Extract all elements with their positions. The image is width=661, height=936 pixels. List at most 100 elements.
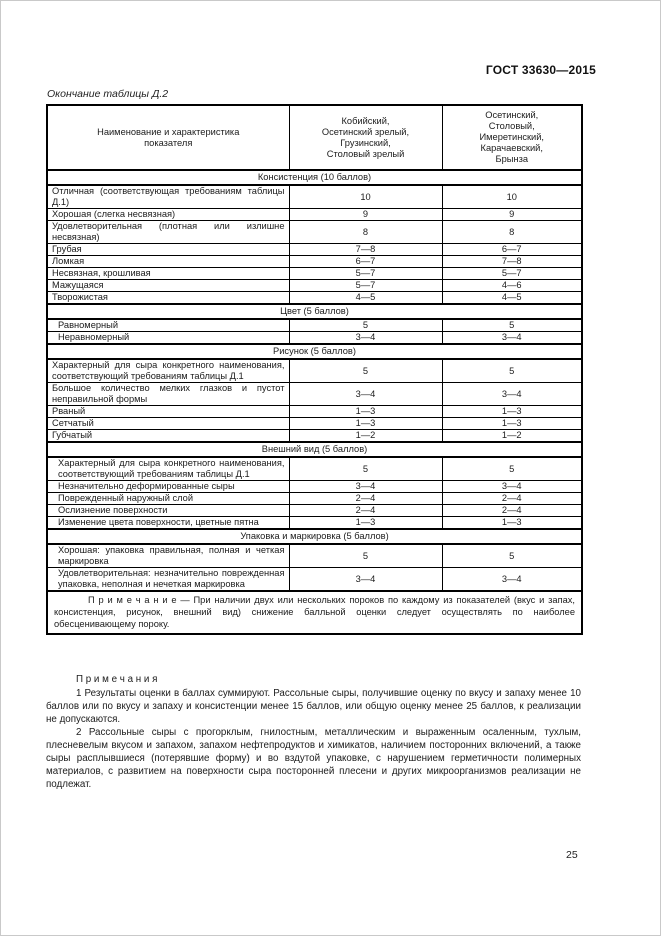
row-label: Хорошая (слегка несвязная) (46, 208, 290, 221)
column-header: Кобийский, Осетинский зрелый, Грузинский… (288, 104, 443, 171)
row-value-group2: 3—4 (441, 382, 583, 406)
row-value-group1: 7—8 (288, 243, 443, 256)
table-row: Хорошая (слегка несвязная) 9 9 (46, 208, 583, 221)
section-title: Упаковка и маркировка (5 баллов) (46, 528, 583, 545)
row-value-group1: 1—2 (288, 429, 443, 443)
row-value-group1: 9 (288, 208, 443, 221)
table-caption: Окончание таблицы Д.2 (47, 88, 169, 100)
row-label: Поврежденный наружный слой (46, 492, 290, 505)
row-label: Характерный для сыра конкретного наимено… (46, 456, 290, 481)
row-label: Удовлетворительная (плотная или излишне … (46, 220, 290, 244)
row-value-group1: 1—3 (288, 516, 443, 530)
row-label: Мажущаяся (46, 279, 290, 292)
section-header-row: Консистенция (10 баллов) (46, 169, 583, 186)
row-label: Незначительно деформированные сыры (46, 480, 290, 493)
table-row: Неравномерный 3—4 3—4 (46, 331, 583, 345)
row-value-group2: 2—4 (441, 492, 583, 505)
row-value-group1: 5 (288, 318, 443, 332)
notes-title: П р и м е ч а н и я (76, 674, 158, 685)
row-label: Ломкая (46, 255, 290, 268)
row-label: Грубая (46, 243, 290, 256)
page-number: 25 (566, 849, 578, 861)
row-value-group2: 5 (441, 358, 583, 383)
table-row: Удовлетворительная: незначительно повреж… (46, 567, 583, 592)
row-value-group2: 5 (441, 318, 583, 332)
note-paragraph: 1 Результаты оценки в баллах суммируют. … (46, 688, 581, 725)
row-value-group1: 5—7 (288, 279, 443, 292)
row-value-group2: 10 (441, 184, 583, 209)
table-row: Незначительно деформированные сыры 3—4 3—4 (46, 480, 583, 493)
table-row: Большое количество мелких глазков и пуст… (46, 382, 583, 406)
table-row: Равномерный 5 5 (46, 318, 583, 332)
table-row: Грубая 7—8 6—7 (46, 243, 583, 256)
row-label: Ослизнение поверхности (46, 504, 290, 517)
row-value-group1: 1—3 (288, 417, 443, 430)
row-value-group1: 5—7 (288, 267, 443, 280)
row-label: Несвязная, крошливая (46, 267, 290, 280)
note-paragraph: 2 Рассольные сыры с прогорклым, гнилостн… (46, 727, 581, 790)
row-value-group1: 8 (288, 220, 443, 244)
row-value-group2: 5 (441, 456, 583, 481)
row-value-group2: 6—7 (441, 243, 583, 256)
section-header-row: Цвет (5 баллов) (46, 303, 583, 320)
table-row: Несвязная, крошливая 5—7 5—7 (46, 267, 583, 280)
row-value-group2: 3—4 (441, 480, 583, 493)
table-row: Удовлетворительная (плотная или излишне … (46, 220, 583, 244)
row-value-group2: 3—4 (441, 331, 583, 345)
section-header-row: Упаковка и маркировка (5 баллов) (46, 528, 583, 545)
row-value-group1: 3—4 (288, 567, 443, 592)
table-note-text: П р и м е ч а н и е — При наличии двух и… (46, 590, 583, 635)
table-row: Творожистая 4—5 4—5 (46, 291, 583, 305)
section-title: Консистенция (10 баллов) (46, 169, 583, 186)
row-value-group2: 1—3 (441, 417, 583, 430)
row-value-group1: 4—5 (288, 291, 443, 305)
rating-table: Наименование и характеристика показателя… (46, 104, 583, 635)
row-label: Хорошая: упаковка правильная, полная и ч… (46, 543, 290, 568)
table-row: Характерный для сыра конкретного наимено… (46, 456, 583, 481)
row-value-group2: 5—7 (441, 267, 583, 280)
row-value-group1: 3—4 (288, 480, 443, 493)
row-value-group1: 5 (288, 358, 443, 383)
row-value-group2: 7—8 (441, 255, 583, 268)
table-note-row: П р и м е ч а н и е — При наличии двух и… (46, 590, 583, 635)
row-label: Удовлетворительная: незначительно повреж… (46, 567, 290, 592)
row-value-group2: 4—6 (441, 279, 583, 292)
row-label: Рваный (46, 405, 290, 418)
notes-list: 1 Результаты оценки в баллах суммируют. … (46, 687, 581, 791)
column-header: Осетинский, Столовый, Имеретинский, Кара… (441, 104, 583, 171)
row-label: Большое количество мелких глазков и пуст… (46, 382, 290, 406)
row-value-group1: 3—4 (288, 382, 443, 406)
row-value-group1: 3—4 (288, 331, 443, 345)
row-value-group1: 5 (288, 456, 443, 481)
row-value-group1: 6—7 (288, 255, 443, 268)
row-label: Изменение цвета поверхности, цветные пят… (46, 516, 290, 530)
row-label: Равномерный (46, 318, 290, 332)
notes-block: П р и м е ч а н и я 1 Результаты оценки … (46, 673, 581, 791)
table-header-row: Наименование и характеристика показателя… (46, 104, 583, 171)
row-value-group1: 1—3 (288, 405, 443, 418)
row-value-group2: 2—4 (441, 504, 583, 517)
row-value-group2: 8 (441, 220, 583, 244)
table-row: Рваный 1—3 1—3 (46, 405, 583, 418)
table-row: Поврежденный наружный слой 2—4 2—4 (46, 492, 583, 505)
table-row: Ослизнение поверхности 2—4 2—4 (46, 504, 583, 517)
table-row: Изменение цвета поверхности, цветные пят… (46, 516, 583, 530)
section-title: Внешний вид (5 баллов) (46, 441, 583, 458)
row-value-group1: 10 (288, 184, 443, 209)
table-row: Ломкая 6—7 7—8 (46, 255, 583, 268)
row-value-group1: 2—4 (288, 492, 443, 505)
row-label: Отличная (соответствующая требованиям та… (46, 184, 290, 209)
table-row: Сетчатый 1—3 1—3 (46, 417, 583, 430)
row-label: Губчатый (46, 429, 290, 443)
section-header-row: Внешний вид (5 баллов) (46, 441, 583, 458)
row-value-group2: 1—3 (441, 516, 583, 530)
table-row: Отличная (соответствующая требованиям та… (46, 184, 583, 209)
table-row: Характерный для сыра конкретного наимено… (46, 358, 583, 383)
row-value-group2: 5 (441, 543, 583, 568)
document-code: ГОСТ 33630—2015 (485, 63, 596, 77)
row-value-group2: 1—3 (441, 405, 583, 418)
section-title: Цвет (5 баллов) (46, 303, 583, 320)
section-title: Рисунок (5 баллов) (46, 343, 583, 360)
row-value-group2: 1—2 (441, 429, 583, 443)
